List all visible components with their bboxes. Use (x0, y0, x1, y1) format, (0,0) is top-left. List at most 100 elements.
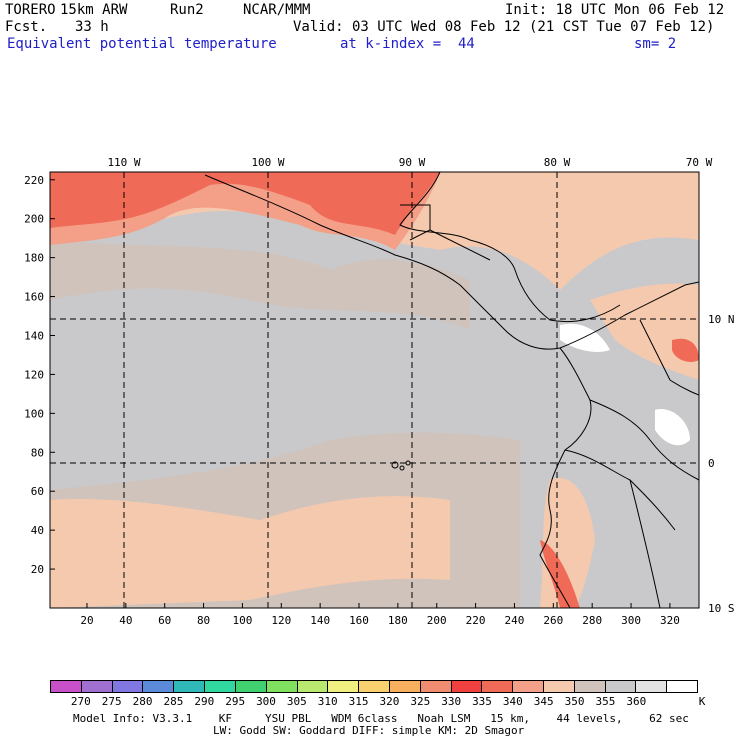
colorbar-swatch (205, 681, 236, 692)
x-tick-label: 260 (543, 614, 563, 627)
border-venezuela (639, 319, 699, 396)
init-time: Init: 18 UTC Mon 06 Feb 12 (505, 2, 725, 18)
colorbar-label: 330 (441, 695, 462, 708)
x-tick-label: 180 (388, 614, 408, 627)
coastline-caribbean (399, 172, 621, 323)
colorbar-swatch (266, 681, 298, 692)
graticule (50, 172, 699, 608)
colorbar-swatch (420, 681, 452, 692)
colorbar-label: 295 (225, 695, 246, 708)
colorbar-swatch (359, 681, 390, 692)
colorbar-label: 355 (595, 695, 616, 708)
colorbar-label: 335 (472, 695, 492, 708)
border-guatemala (400, 204, 431, 241)
smoothing-label: sm= 2 (634, 36, 677, 52)
y-tick-label: 40 (31, 524, 44, 537)
lon-label-80w: 80 W (544, 156, 571, 169)
lon-label-110w: 110 W (107, 156, 140, 169)
field-330K-peru (540, 540, 580, 608)
x-tick-label: 140 (310, 614, 330, 627)
temperature-field (50, 172, 699, 608)
border-brazil (629, 479, 661, 608)
field-345K-north (50, 240, 470, 330)
border-honduras (429, 229, 491, 261)
level-label: at k-index = 44 (340, 36, 475, 52)
field-330K-caribbean (672, 338, 699, 362)
colorbar-swatch (328, 681, 360, 692)
colorbar-swatch (482, 681, 514, 692)
colorbar-swatch (451, 681, 483, 692)
colorbar-unit: K (698, 695, 706, 708)
lon-label-90w: 90 W (399, 156, 426, 169)
x-tick-label: 320 (660, 614, 680, 627)
model-info: Model Info: V3.3.1 KF YSU PBL WDM 6class… (73, 712, 689, 725)
lon-label-70w: 70 W (686, 156, 713, 169)
colorbar-swatch (667, 681, 698, 692)
colorbar-label: 285 (163, 695, 184, 708)
x-tick-label: 300 (621, 614, 641, 627)
y-tick-label: 220 (24, 174, 44, 187)
colorbar-label: 280 (132, 695, 153, 708)
field-title: Equivalent potential temperature (7, 36, 277, 52)
colorbar-label: 340 (502, 695, 523, 708)
colorbar-swatch (513, 681, 544, 692)
colorbar-label: 275 (101, 695, 122, 708)
colorbar-label: 315 (348, 695, 369, 708)
colorbar-swatch (81, 681, 113, 692)
field-330K (50, 172, 440, 235)
field-340K-east (590, 283, 699, 380)
x-tick-label: 60 (158, 614, 171, 627)
x-tick-label: 280 (582, 614, 602, 627)
border-colombia (589, 399, 699, 481)
forecast-label: Fcst. (5, 19, 48, 35)
colorbar-swatch (112, 681, 144, 692)
colorbar-swatch (174, 681, 206, 692)
lat-label-0: 0 (708, 457, 715, 470)
y-tick-label: 100 (24, 407, 44, 420)
y-tick-label: 140 (24, 330, 44, 343)
x-tick-label: 200 (427, 614, 447, 627)
coastline-south-america (539, 347, 592, 608)
y-tick-label: 200 (24, 213, 44, 226)
lat-label-10s: 10 S (708, 602, 735, 615)
run-label: Run2 (170, 2, 204, 18)
y-tick-label: 120 (24, 368, 44, 381)
colorbar-label: 300 (256, 695, 276, 708)
colorbar-swatch (605, 681, 637, 692)
y-tick-label: 80 (31, 446, 44, 459)
org-label: NCAR/MMM (243, 2, 311, 18)
colorbar (50, 680, 698, 693)
x-tick-label: 20 (80, 614, 93, 627)
y-tick-label: 60 (31, 485, 44, 498)
y-tick-label: 180 (24, 252, 44, 265)
axis-ticks (50, 179, 671, 608)
colorbar-swatch (51, 681, 82, 692)
y-tick-label: 20 (31, 563, 44, 576)
colorbar-label: 310 (317, 695, 338, 708)
colorbar-label: 360 (626, 695, 647, 708)
model-name: TORERO (5, 2, 56, 18)
coastline-central-america (204, 174, 699, 350)
colorbar-label: 320 (379, 695, 400, 708)
x-tick-label: 100 (232, 614, 252, 627)
colorbar-swatch (574, 681, 606, 692)
colorbar-label: 290 (194, 695, 215, 708)
coastlines (204, 172, 699, 608)
colorbar-label: 325 (410, 695, 431, 708)
x-tick-label: 220 (466, 614, 486, 627)
colorbar-label: 350 (564, 695, 585, 708)
x-tick-label: 120 (271, 614, 291, 627)
colorbar-label: 345 (533, 695, 554, 708)
colorbar-swatch (544, 681, 575, 692)
forecast-hours: 33 h (75, 19, 109, 35)
field-340K-south (50, 496, 450, 608)
colorbar-swatch (636, 681, 668, 692)
field-360K-patch (655, 409, 690, 446)
axis-labels: 110 W 100 W 90 W 80 W 70 W 10 N 0 10 S 2… (24, 156, 734, 627)
physics-info: LW: Godd SW: Goddard DIFF: simple KM: 2D… (213, 724, 525, 737)
colorbar-label: 305 (286, 695, 307, 708)
model-resolution: 15km ARW (60, 2, 128, 18)
field-360K-patch-panama (560, 323, 610, 352)
colorbar-swatch (235, 681, 267, 692)
